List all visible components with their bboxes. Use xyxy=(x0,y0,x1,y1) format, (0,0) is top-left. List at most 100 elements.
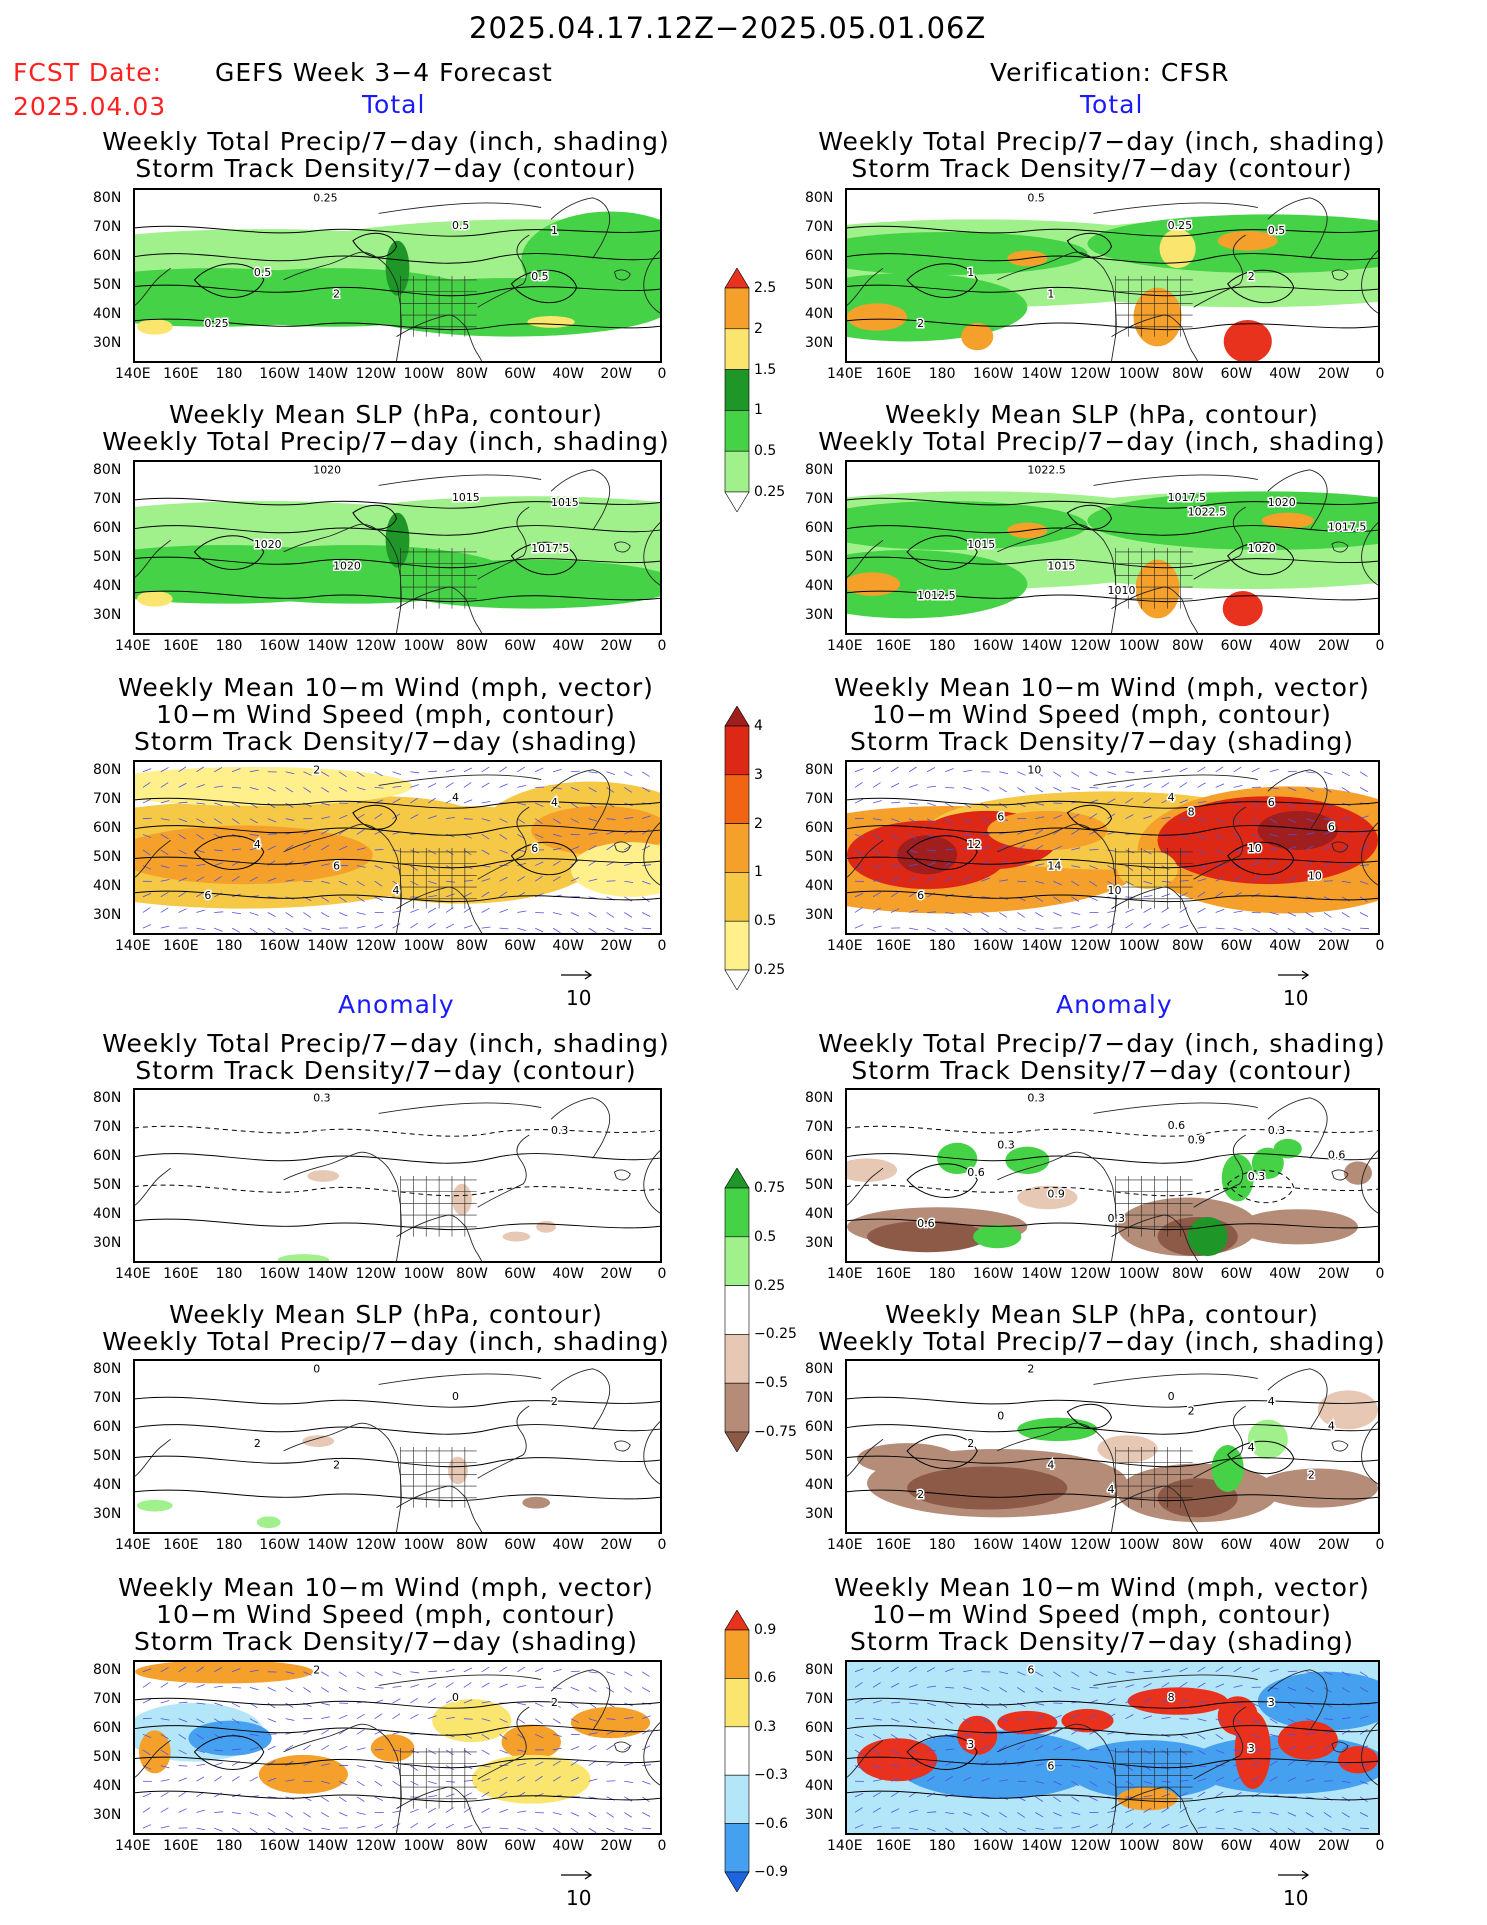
contour-label: 0 xyxy=(313,1363,320,1376)
precip-shading-area xyxy=(847,572,901,596)
longitude-label: 140W xyxy=(307,938,348,954)
colorbar-segment xyxy=(724,491,750,512)
colorbar-total-storm-density: 4 3 2 1 0.5 0.25 xyxy=(722,706,794,990)
coastlines xyxy=(135,1368,660,1532)
panel-title-obs-precip-total: Weekly Total Precip/7−day (inch, shading… xyxy=(818,127,1386,183)
latitude-label: 60N xyxy=(93,1720,122,1736)
longitude-label: 0 xyxy=(1375,1266,1385,1282)
map-canvas: 0 2 0 2 2 xyxy=(135,1361,660,1532)
contour-label: 1020 xyxy=(1268,496,1296,509)
reference-arrow-icon xyxy=(561,1870,593,1880)
map-fc-slp-total: 1020 1015 1015 1020 1020 1017.5 xyxy=(133,460,662,635)
contour-label: 8 xyxy=(1168,1691,1175,1704)
state-borders xyxy=(400,275,477,337)
contour-label: 1017.5 xyxy=(1328,521,1367,534)
precip-shading-area xyxy=(536,1220,556,1233)
contour-label: 2 xyxy=(333,1459,340,1472)
longitude-label: 80W xyxy=(456,1537,488,1553)
precip-shading-area xyxy=(1221,1154,1254,1202)
panel-title-fc-wind-total: Weekly Mean 10−m Wind (mph, vector) 10−m … xyxy=(118,673,654,756)
latitude-label: 70N xyxy=(805,1691,834,1707)
map-obs-wind-anom: 6 3 8 6 3 3 xyxy=(845,1660,1380,1835)
longitude-label: 60W xyxy=(504,366,536,382)
contour-label: 1022.5 xyxy=(1188,506,1227,519)
latitude-label: 30N xyxy=(93,1235,122,1251)
longitude-label: 140E xyxy=(827,1537,863,1553)
longitude-label: 20W xyxy=(1317,938,1350,954)
colorbar-label: 2 xyxy=(754,815,763,832)
precip-shading-area xyxy=(385,240,410,296)
longitude-label: 20W xyxy=(1317,1838,1350,1854)
colorbar-label: 0.3 xyxy=(754,1718,777,1735)
contour-label: 4 xyxy=(452,791,459,804)
contour-label: 4 xyxy=(1268,1395,1275,1408)
colorbar-segment xyxy=(724,1431,750,1452)
longitude-label: 180 xyxy=(928,638,956,654)
colorbar-label: 0.9 xyxy=(754,1622,777,1638)
longitude-label: 120W xyxy=(355,638,397,654)
latitude-label: 60N xyxy=(805,820,834,836)
longitude-label: 180 xyxy=(215,366,243,382)
longitude-label: 0 xyxy=(1375,1838,1385,1854)
state-borders xyxy=(400,547,477,609)
map-obs-wind-total: 10 6 4 14 12 10 6 10 6 8 6 10 xyxy=(845,760,1380,935)
contour-label: 10 xyxy=(1308,869,1322,882)
latitude-label: 80N xyxy=(93,190,122,206)
longitude-label: 160W xyxy=(972,938,1014,954)
latitude-label: 50N xyxy=(805,1177,834,1193)
longitude-label: 60W xyxy=(1220,366,1253,382)
precip-shading-area xyxy=(570,1706,651,1739)
longitude-label: 60W xyxy=(504,1537,536,1553)
longitude-label: 100W xyxy=(403,1537,445,1553)
map-canvas: 1022.5 1020 1017.5 1015 1015 1020 1012.5 1010 10… xyxy=(847,462,1378,633)
right-section-total: Total xyxy=(1080,90,1144,119)
longitude-label: 40W xyxy=(1269,1838,1301,1854)
colorbar-segment xyxy=(724,1168,750,1189)
map-fc-slp-anom: 0 2 0 2 2 xyxy=(133,1359,662,1534)
precip-shading-area xyxy=(1061,1708,1114,1733)
precip-shading-area xyxy=(135,766,413,806)
contour-label: 0.3 xyxy=(1027,1092,1045,1105)
panel-title-obs-slp-anom: Weekly Mean SLP (hPa, contour) Weekly Tot… xyxy=(818,1300,1386,1356)
colorbar-segment xyxy=(724,774,750,824)
latitude-label: 70N xyxy=(93,1119,122,1135)
wind-vectors xyxy=(142,1666,652,1833)
map-canvas: 1020 1015 1015 1020 1020 1017.5 xyxy=(135,462,660,633)
longitude-label: 140E xyxy=(827,1838,863,1854)
colorbar-segment xyxy=(724,1629,750,1679)
contour-label: 6 xyxy=(1328,821,1335,834)
longitude-label: 100W xyxy=(1118,366,1160,382)
colorbar-anomaly-storm-density: 0.9 0.6 0.3 −0.3 −0.6 −0.9 xyxy=(722,1610,794,1892)
left-section-anomaly: Anomaly xyxy=(338,990,455,1019)
longitude-label: 80W xyxy=(456,938,488,954)
contour-label: 0.6 xyxy=(917,1217,935,1230)
contour-label: 0.5 xyxy=(1027,192,1045,205)
latitude-label: 30N xyxy=(805,907,834,923)
longitude-label: 100W xyxy=(1118,638,1160,654)
latitude-label: 30N xyxy=(805,1235,834,1251)
contour-label: 0.25 xyxy=(204,317,228,330)
latitude-label: 60N xyxy=(805,520,834,536)
precip-shading-area xyxy=(1273,1138,1302,1159)
contour-label: 6 xyxy=(1027,1664,1034,1677)
vector-reference-label: 10 xyxy=(1283,986,1309,1010)
contour-label: 0.25 xyxy=(313,192,337,205)
precip-shading-area xyxy=(307,1170,340,1182)
longitude-label: 60W xyxy=(1220,1838,1253,1854)
latitude-label: 80N xyxy=(805,462,834,478)
longitude-label: 160W xyxy=(972,1266,1014,1282)
longitude-label: 160E xyxy=(875,1838,912,1854)
longitude-label: 60W xyxy=(1220,1266,1253,1282)
latitude-label: 50N xyxy=(93,1177,122,1193)
precip-shading-area xyxy=(527,316,575,328)
precip-shading-area xyxy=(471,1754,591,1804)
precip-shading-area xyxy=(957,1715,998,1755)
contour-label: 2 xyxy=(313,764,320,777)
vector-reference-obs-anom: 10 xyxy=(1277,1862,1311,1908)
colorbar-segment xyxy=(724,1187,750,1238)
map-fc-precip-total: 0.25 1 0.5 2 0.5 0.5 0.25 xyxy=(133,188,662,363)
contour-label: 0.5 xyxy=(531,270,548,283)
map-fc-wind-total: 2 4 4 6 4 6 6 4 xyxy=(133,760,662,935)
precip-shading-area xyxy=(907,1466,1068,1510)
